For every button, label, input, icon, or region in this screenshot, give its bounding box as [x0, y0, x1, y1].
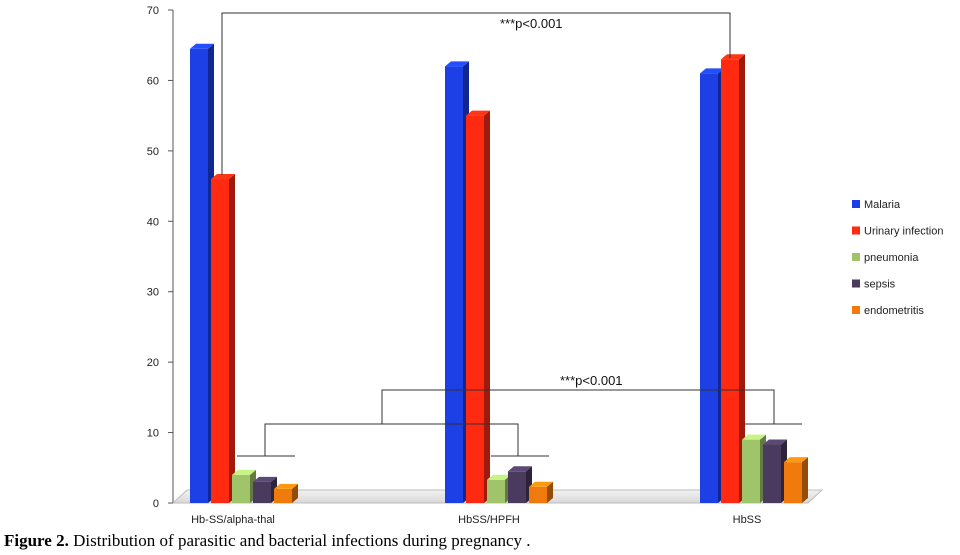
bar-side: [484, 110, 490, 504]
bar: [784, 457, 808, 503]
bar: [721, 54, 745, 504]
bar-top: [700, 68, 724, 74]
y-tick-label: 20: [147, 357, 159, 369]
legend-swatch: [852, 226, 860, 235]
legend: Malaria Urinary infection pneumonia sepsis e…: [852, 199, 943, 317]
y-tick-label: 70: [147, 5, 159, 17]
x-tick-label: HbSS/HPFH: [458, 514, 520, 526]
bar-face: [487, 479, 505, 503]
bar: [274, 483, 298, 503]
legend-label: pneumonia: [864, 252, 919, 264]
significance-label-bottom: ***p<0.001: [560, 373, 623, 388]
y-tick-label: 50: [147, 146, 159, 158]
bar-face: [508, 471, 526, 503]
bar: [466, 110, 490, 504]
bar-series: [190, 43, 808, 504]
bar: [529, 481, 553, 503]
bar-chart: 0 10 20 30 40 50 60 70 Hb-SS/alpha-thal HbSS/HP…: [147, 5, 944, 526]
bar-top: [763, 439, 787, 445]
bar-face: [529, 486, 547, 503]
bar-face: [466, 115, 484, 504]
bar-face: [700, 73, 718, 503]
legend-swatch: [852, 200, 860, 208]
bracket-joint-upper: [381, 389, 775, 424]
legend-label: endometritis: [864, 305, 924, 317]
bar: [763, 439, 787, 503]
bar-face: [190, 48, 208, 503]
x-tick-label: HbSS: [733, 514, 762, 526]
bar: [487, 474, 511, 503]
legend-swatch: [852, 253, 860, 261]
bar-top: [190, 43, 214, 49]
significance-brackets: [221, 12, 802, 457]
figure-caption: Figure 2. Distribution of parasitic and …: [4, 531, 531, 551]
y-axis-ticks: 0 10 20 30 40 50 60 70: [147, 5, 173, 510]
bar-face: [253, 481, 271, 503]
bar-side: [739, 54, 745, 504]
bar-face: [784, 462, 802, 503]
significance-bracket-top: [221, 12, 731, 175]
x-tick-label: Hb-SS/alpha-thal: [191, 514, 275, 526]
bar-side: [292, 483, 298, 503]
bar-top: [253, 476, 277, 482]
bar-face: [721, 59, 739, 504]
legend-label: sepsis: [864, 279, 896, 291]
bar: [742, 434, 766, 503]
y-tick-label: 30: [147, 287, 159, 299]
bar-top: [742, 434, 766, 440]
bar-top: [445, 61, 469, 67]
bar-face: [742, 439, 760, 503]
bar: [700, 68, 724, 503]
caption-text: Distribution of parasitic and bacterial …: [68, 531, 531, 550]
bar: [190, 43, 214, 503]
y-tick-label: 10: [147, 428, 159, 440]
bar-top: [211, 174, 235, 180]
bar-top: [508, 466, 532, 472]
bar-side: [547, 481, 553, 503]
bar: [211, 174, 235, 503]
bar: [253, 476, 277, 503]
caption-label: Figure 2.: [4, 531, 69, 550]
significance-label-top: ***p<0.001: [500, 16, 563, 31]
bar-top: [232, 469, 256, 475]
bar-side: [229, 174, 235, 503]
bar-top: [529, 481, 553, 487]
bracket-joint-lower: [264, 423, 519, 456]
bar: [445, 61, 469, 503]
x-axis-labels: Hb-SS/alpha-thal HbSS/HPFH HbSS: [191, 514, 761, 526]
y-tick-label: 40: [147, 216, 159, 228]
legend-label: Malaria: [864, 199, 901, 211]
bar-face: [445, 66, 463, 503]
legend-swatch: [852, 279, 860, 288]
bar-face: [232, 474, 250, 503]
bar-top: [487, 474, 511, 480]
y-tick-label: 0: [153, 498, 159, 510]
bar-top: [784, 457, 808, 463]
legend-swatch: [852, 306, 860, 314]
bar-top: [274, 483, 298, 489]
bar: [232, 469, 256, 503]
bar-face: [274, 488, 292, 503]
bar-face: [211, 179, 229, 503]
bar-face: [763, 444, 781, 503]
y-tick-label: 60: [147, 75, 159, 87]
bar-top: [466, 110, 490, 116]
bar-side: [802, 457, 808, 503]
legend-label: Urinary infection: [864, 226, 943, 238]
bar: [508, 466, 532, 503]
bar-top: [721, 54, 745, 60]
